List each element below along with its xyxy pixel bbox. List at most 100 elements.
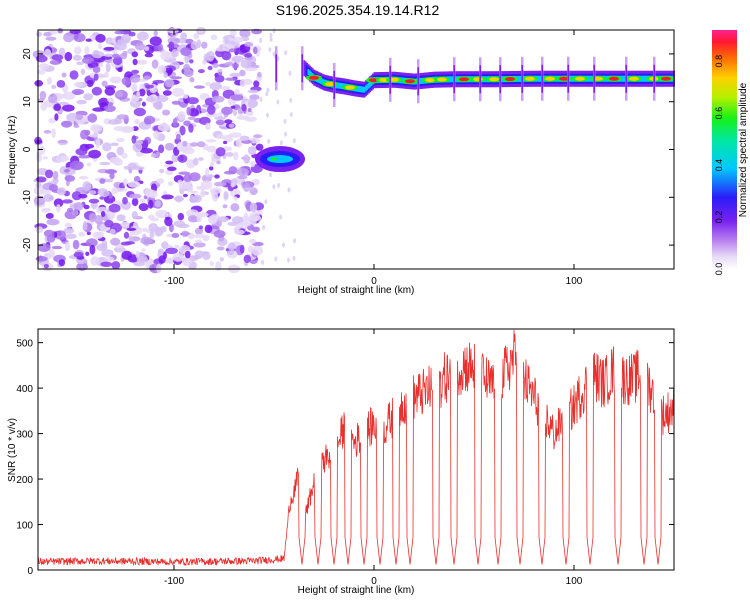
noise-blob [58, 47, 66, 57]
noise-blob [241, 103, 247, 112]
noise-blob [216, 160, 221, 165]
noise-blob [232, 63, 239, 69]
noise-blob [83, 204, 90, 210]
noise-blob [49, 184, 58, 192]
noise-blob [151, 59, 159, 69]
noise-blob [62, 91, 76, 100]
noise-blob [178, 97, 185, 103]
noise-blob [111, 187, 118, 195]
noise-blob [75, 148, 88, 156]
noise-blob [207, 104, 216, 115]
noise-blob [139, 198, 146, 204]
noise-blob [143, 139, 149, 145]
spectrogram-y-tick-label: 10 [22, 96, 33, 108]
notch-streak-core [333, 70, 335, 99]
noise-blob [184, 250, 191, 259]
noise-blob [171, 233, 180, 238]
noise-blob [188, 108, 199, 117]
noise-blob [230, 105, 236, 109]
noise-blob [144, 188, 154, 198]
noise-blob [109, 172, 115, 180]
noise-blob [131, 51, 139, 58]
track-band-inner [308, 70, 311, 77]
track-band-inner [644, 75, 647, 82]
noise-blob [120, 241, 132, 246]
noise-blob [179, 125, 186, 136]
track-band-inner [643, 75, 646, 82]
track-band-inner [357, 85, 360, 92]
noise-blob [49, 59, 61, 65]
track-band-inner [341, 83, 343, 90]
noise-blob [133, 107, 146, 117]
noise-blob [228, 123, 235, 128]
noise-blob [42, 156, 48, 160]
noise-blob [174, 195, 183, 203]
noise-blob [36, 31, 42, 37]
track-hotspot [525, 76, 535, 81]
noise-blob [89, 244, 96, 255]
noise-blob [207, 65, 213, 71]
colorbar: 0.0 0.2 0.4 0.6 0.8 Normalized spectral ampl… [712, 30, 749, 275]
noise-blob [264, 199, 268, 205]
noise-blob [153, 30, 158, 37]
noise-blob [34, 80, 44, 87]
noise-blob [93, 73, 99, 81]
noise-blob [92, 66, 101, 73]
noise-blob [225, 77, 237, 81]
noise-blob [182, 193, 188, 198]
noise-blob [64, 51, 73, 62]
colorbar-tick-label: 0.6 [714, 107, 724, 120]
noise-blob [200, 189, 206, 198]
noise-blob [141, 227, 148, 232]
noise-blob [117, 66, 123, 73]
noise-blob [198, 225, 204, 230]
noise-blob [193, 233, 206, 239]
noise-blob [229, 132, 242, 138]
noise-blob [121, 250, 132, 260]
spectrogram-noise-field [32, 26, 297, 274]
noise-blob [150, 217, 159, 222]
track-hotspot [437, 77, 447, 82]
noise-blob [104, 86, 116, 96]
noise-blob [69, 29, 82, 34]
noise-blob [208, 166, 214, 171]
noise-blob [105, 169, 117, 175]
noise-blob [116, 114, 129, 120]
noise-blob [98, 43, 103, 50]
spectrogram-y-ticks: -20 -10 0 10 20 [22, 48, 674, 252]
noise-blob [144, 46, 150, 51]
track-band-inner [537, 75, 539, 82]
noise-blob [91, 51, 105, 59]
noise-blob [108, 102, 114, 106]
track-hotspot [489, 77, 499, 82]
noise-blob [61, 72, 67, 78]
noise-blob [115, 90, 124, 98]
noise-blob [259, 37, 263, 43]
noise-blob [95, 33, 106, 43]
noise-blob [89, 133, 99, 138]
noise-blob [73, 33, 86, 43]
noise-blob [105, 256, 115, 262]
noise-blob [233, 196, 238, 201]
noise-blob [92, 107, 105, 112]
snr-plot: -100 0 100 0 100 200 300 400 500 Height of stra… [7, 328, 675, 596]
noise-blob [48, 93, 58, 104]
notch-streak-core [275, 54, 277, 83]
noise-blob [76, 61, 84, 66]
notch-streak-core [453, 65, 455, 94]
noise-blob [88, 198, 100, 204]
notch-streak-core [389, 65, 391, 94]
noise-blob [100, 211, 106, 217]
noise-blob [216, 246, 225, 251]
noise-blob [243, 254, 251, 264]
noise-blob [193, 33, 200, 40]
noise-blob [63, 32, 74, 43]
noise-blob [214, 74, 225, 83]
noise-blob [116, 146, 125, 156]
track-band-inner [419, 78, 422, 85]
noise-blob [136, 91, 141, 98]
noise-blob [103, 195, 116, 204]
noise-blob [171, 49, 179, 58]
noise-blob [288, 70, 292, 76]
noise-blob [86, 162, 92, 167]
